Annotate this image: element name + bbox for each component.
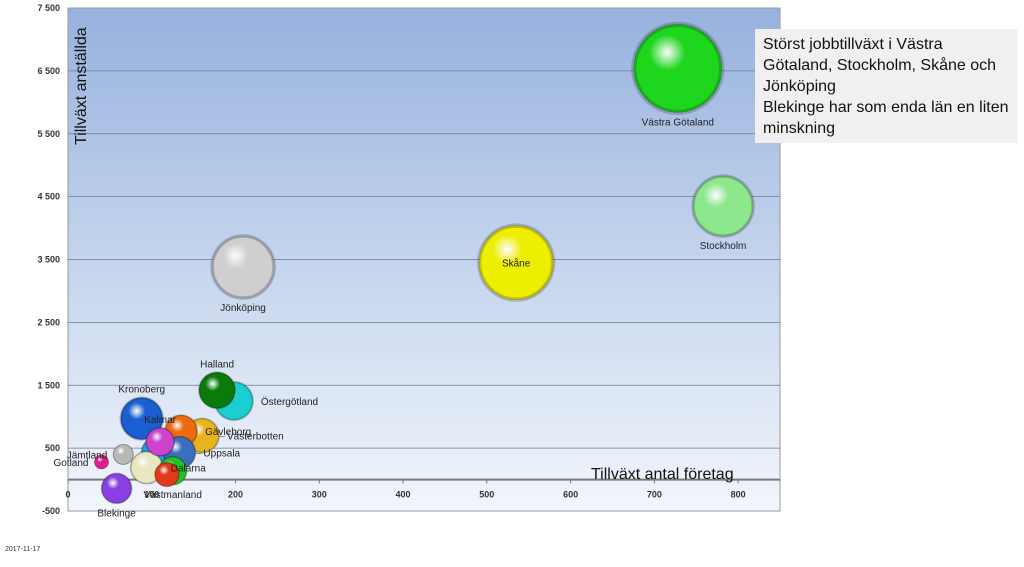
bubble-label-västerbotten: Västerbotten: [227, 432, 284, 443]
bubble-shade: [100, 472, 133, 505]
bubble-jönköping: [211, 235, 275, 299]
x-tick-label: 700: [647, 490, 662, 500]
bubble-shade: [154, 461, 180, 488]
bubble-label-jämtland: Jämtland: [67, 450, 108, 461]
bubble-kronoberg: [120, 397, 164, 440]
bubble-shade: [631, 21, 725, 116]
bubbles: [94, 21, 755, 505]
annotation-box: Störst jobbtillväxt i Västra Götaland, S…: [755, 29, 1017, 143]
bubble-västra-götaland: [633, 24, 723, 113]
x-tick-label: 300: [312, 490, 327, 500]
bubble-label-gotland: Gotland: [53, 458, 88, 469]
bubble-shade: [198, 371, 237, 410]
y-tick-label: 1 500: [37, 380, 60, 390]
x-tick-label: 800: [731, 490, 746, 500]
bubble-label-västra-götaland: Västra Götaland: [642, 117, 714, 128]
y-tick-label: 3 500: [37, 255, 60, 265]
bubble-labels: Västra Götaland Stockholm Skåne Jönköping Ös…: [53, 117, 746, 519]
bubble-unlabeled: [154, 462, 180, 487]
bubble-shade: [210, 234, 276, 300]
bubble-label-blekinge: Blekinge: [97, 508, 136, 519]
y-tick-label: 6 500: [37, 66, 60, 76]
y-tick-label: 500: [45, 443, 60, 453]
x-tick-label: 100: [144, 490, 159, 500]
bubble-shade: [145, 426, 175, 457]
bubble-label-jönköping: Jönköping: [220, 303, 266, 314]
bubble-gotland: [94, 454, 109, 470]
bubble-shade: [476, 223, 556, 302]
x-tick-label: 600: [563, 490, 578, 500]
bubble-shade: [112, 443, 134, 466]
bubble-label-stockholm: Stockholm: [700, 241, 747, 252]
bubble-label-kalmar: Kalmar: [144, 415, 176, 426]
bubble-shade: [94, 454, 109, 470]
bubble-shade: [119, 396, 164, 441]
x-tick-label: 500: [479, 490, 494, 500]
y-tick-label: -500: [42, 506, 60, 516]
tick-labels: -500 500 1 500 2 500 3 500 4 500 5 500 6 500 7 5…: [37, 3, 745, 516]
bubble-stockholm: [692, 175, 754, 237]
y-tick-label: 5 500: [37, 129, 60, 139]
bubble-label-skåne: Skåne: [502, 258, 531, 270]
x-axis-title: Tillväxt antal företag: [591, 466, 734, 483]
bubble-shade: [691, 174, 755, 238]
y-tick-label: 7 500: [37, 3, 60, 13]
bubble-label-uppsala: Uppsala: [203, 449, 240, 460]
bubble-label-gävleborg: Gävleborg: [205, 427, 251, 438]
bubble-label-kronoberg: Kronoberg: [118, 385, 165, 396]
x-tick-label: 0: [65, 490, 70, 500]
bubble-label-dalarna: Dalarna: [171, 464, 206, 475]
bubble-label-halland: Halland: [200, 359, 234, 370]
bubble-skåne: [478, 225, 554, 300]
y-tick-label: 4 500: [37, 192, 60, 202]
bubble-kalmar: [145, 427, 175, 457]
bubble-label-västmanland: Västmanland: [144, 490, 202, 501]
footer-date: 2017-11-17: [5, 546, 41, 553]
bubble-blekinge: [101, 473, 132, 504]
y-tick-label: 2 500: [37, 317, 60, 327]
annotation-line-2: Blekinge har som enda län en liten minsk…: [763, 99, 1009, 137]
x-tick-label: 400: [396, 490, 411, 500]
bubble-jämtland: [112, 444, 134, 465]
annotation-line-1: Störst jobbtillväxt i Västra Götaland, S…: [763, 36, 997, 95]
bubble-halland: [198, 371, 236, 409]
x-tick-label: 200: [228, 490, 243, 500]
y-axis-title: Tillväxt anställda: [73, 27, 90, 145]
bubble-label-östergötland: Östergötland: [261, 396, 318, 408]
